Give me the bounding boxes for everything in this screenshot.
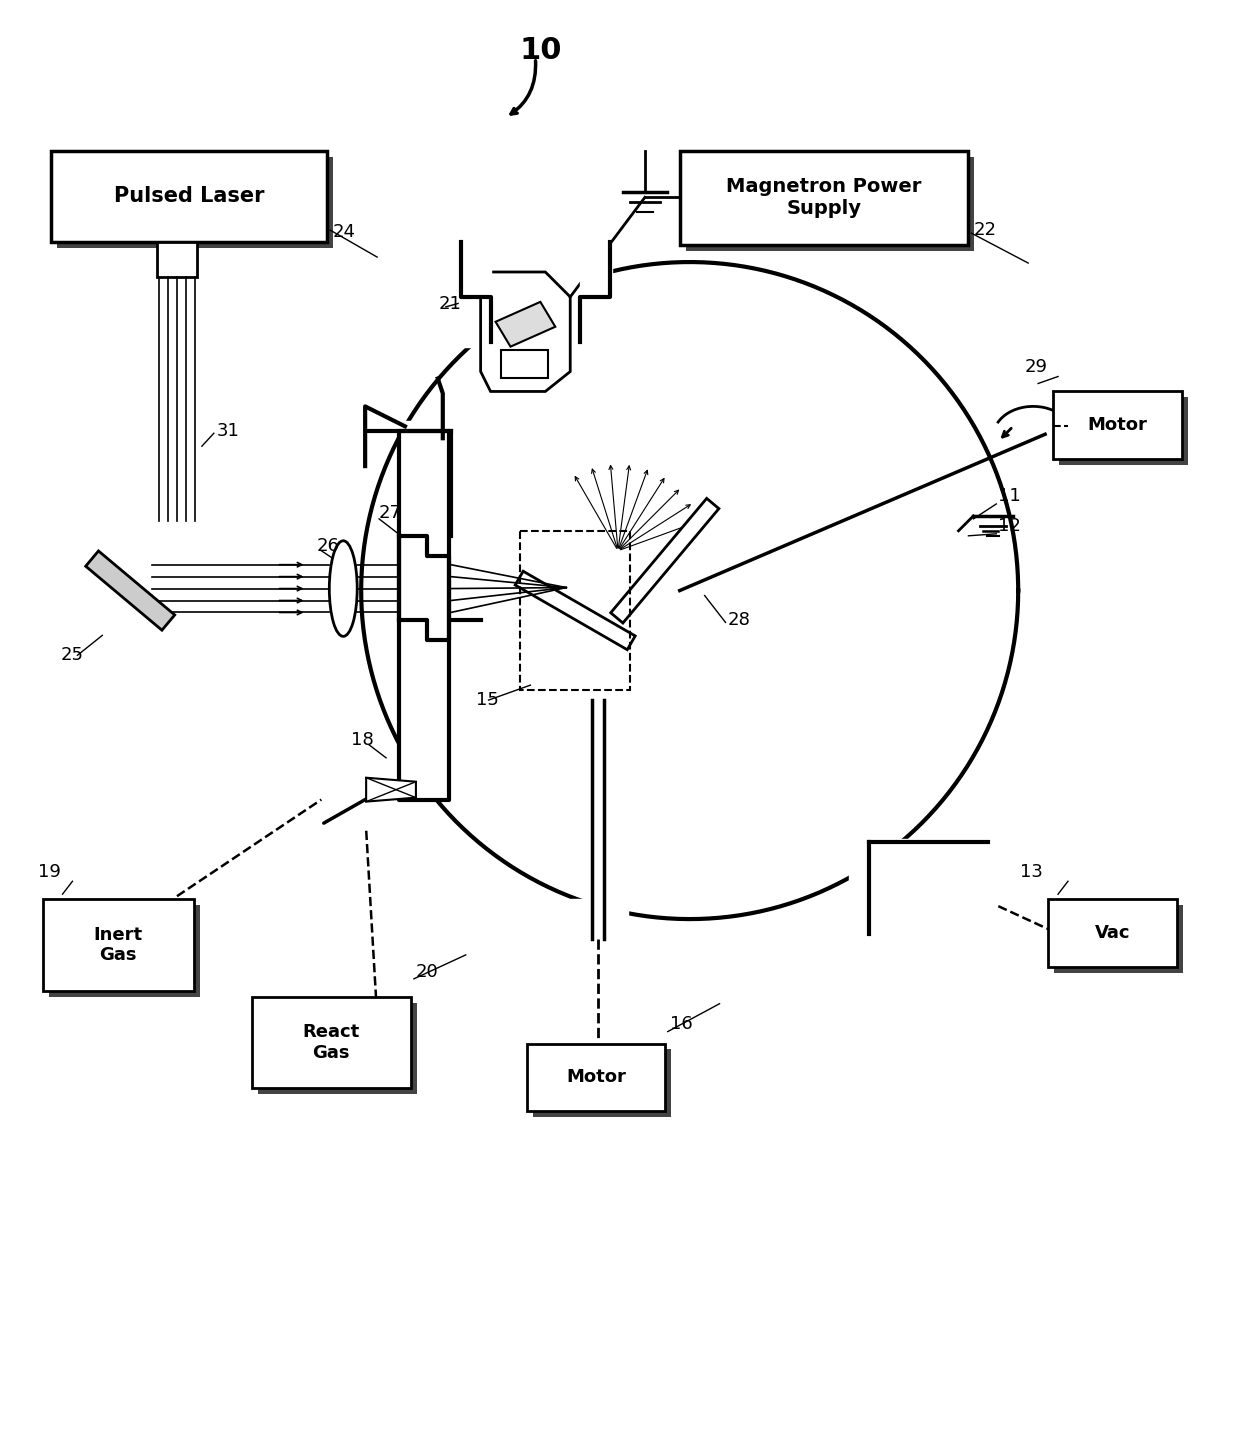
Text: 26: 26 bbox=[316, 537, 340, 555]
Bar bbox=[686, 156, 975, 250]
Polygon shape bbox=[401, 421, 453, 535]
Text: 18: 18 bbox=[351, 731, 374, 748]
Text: Inert
Gas: Inert Gas bbox=[94, 926, 143, 964]
Bar bbox=[521, 531, 630, 690]
Bar bbox=[533, 1049, 671, 1118]
Bar bbox=[1053, 392, 1183, 459]
Bar bbox=[1059, 398, 1188, 465]
Text: 27: 27 bbox=[379, 504, 402, 522]
Bar bbox=[501, 349, 548, 378]
Polygon shape bbox=[459, 258, 613, 346]
Bar bbox=[258, 1003, 417, 1095]
Text: React
Gas: React Gas bbox=[303, 1023, 360, 1062]
Bar bbox=[527, 1043, 665, 1112]
Text: Motor: Motor bbox=[1087, 416, 1148, 434]
Polygon shape bbox=[366, 777, 415, 801]
Bar bbox=[57, 156, 334, 248]
Polygon shape bbox=[515, 571, 635, 650]
Polygon shape bbox=[570, 899, 627, 924]
Text: 13: 13 bbox=[1021, 863, 1043, 881]
Polygon shape bbox=[580, 242, 610, 296]
Text: Motor: Motor bbox=[567, 1069, 626, 1086]
Polygon shape bbox=[496, 302, 556, 346]
Bar bbox=[42, 899, 193, 990]
Text: Vac: Vac bbox=[1095, 924, 1131, 942]
Ellipse shape bbox=[330, 541, 357, 637]
Bar bbox=[1054, 906, 1183, 973]
Bar bbox=[51, 150, 327, 242]
Text: 29: 29 bbox=[1025, 358, 1048, 375]
Polygon shape bbox=[461, 242, 491, 296]
Polygon shape bbox=[849, 840, 998, 934]
Text: 24: 24 bbox=[332, 223, 356, 242]
Polygon shape bbox=[86, 551, 175, 630]
Polygon shape bbox=[481, 272, 570, 392]
Text: 28: 28 bbox=[728, 611, 750, 630]
Text: 15: 15 bbox=[476, 691, 498, 710]
Text: 31: 31 bbox=[217, 422, 239, 441]
Bar bbox=[157, 242, 197, 278]
Polygon shape bbox=[399, 535, 449, 800]
Text: 11: 11 bbox=[998, 487, 1021, 505]
Text: 25: 25 bbox=[61, 647, 83, 664]
Bar bbox=[252, 997, 410, 1089]
Text: 19: 19 bbox=[37, 863, 61, 881]
Polygon shape bbox=[611, 498, 719, 622]
Bar bbox=[1048, 899, 1178, 967]
Text: 22: 22 bbox=[973, 222, 997, 239]
Text: 10: 10 bbox=[520, 37, 562, 66]
Text: 21: 21 bbox=[439, 295, 461, 313]
Text: 16: 16 bbox=[670, 1015, 692, 1033]
Bar bbox=[48, 906, 200, 997]
Text: 12: 12 bbox=[998, 517, 1022, 535]
Bar bbox=[680, 150, 968, 245]
Polygon shape bbox=[399, 431, 449, 640]
Text: Pulsed Laser: Pulsed Laser bbox=[114, 186, 264, 206]
Text: Magnetron Power
Supply: Magnetron Power Supply bbox=[727, 177, 921, 219]
Text: 20: 20 bbox=[415, 963, 439, 980]
Polygon shape bbox=[399, 535, 453, 622]
